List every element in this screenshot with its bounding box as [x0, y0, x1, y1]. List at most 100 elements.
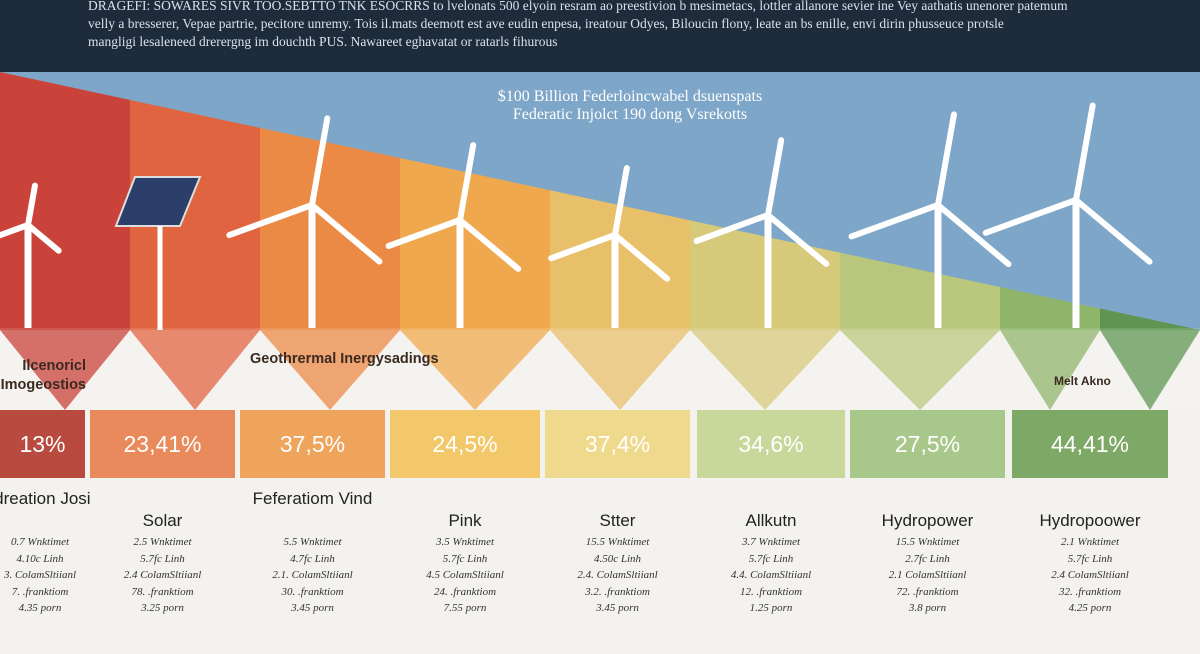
column-details: 5.5 Wnktimet 4.7fc Linh 2.1. ColamSltiianl…: [240, 534, 385, 617]
color-fan: [0, 72, 1200, 410]
detail-line: 5.7fc Linh: [140, 552, 185, 565]
turbine: [693, 137, 830, 328]
detail-line: 4.35 porn: [18, 602, 62, 614]
detail-line: 4.50c Linh: [593, 552, 642, 565]
band-label: Geothrermal Inergysadings: [250, 351, 439, 367]
detail-line: 5.5 Wnktimet: [283, 536, 342, 548]
turbine: [982, 102, 1153, 328]
detail-line: 78. .franktiom: [131, 585, 194, 598]
percent-box: 37,4%: [545, 410, 690, 478]
detail-line: 5.7fc Linh: [442, 552, 488, 565]
title: $100 Billion Federloincwabel dsuenspats: [497, 88, 763, 105]
detail-line: 30. .franktiom: [281, 585, 344, 598]
percent-box: 24,5%: [390, 410, 540, 478]
band-wedge: [0, 330, 130, 410]
title: Federatic Injolct 190 dong Vsrekotts: [512, 106, 748, 123]
column-details: 3.7 Wnktimet 5.7fc Linh 4.4. ColamSltiianl…: [697, 534, 845, 617]
header-bar: [0, 0, 1200, 72]
percent-box: 34,6%: [697, 410, 845, 478]
band-wedge: [130, 330, 260, 410]
detail-line: 15.5 Wnktimet: [895, 536, 960, 548]
percent-box: 23,41%: [90, 410, 235, 478]
detail-line: 3. ColamSltiianl: [3, 569, 77, 581]
detail-line: 4.4. ColamSltiianl: [730, 569, 812, 581]
band-wedge: [260, 330, 400, 410]
detail-line: 2.4. ColamSltiianl: [577, 569, 658, 581]
detail-line: 3.2. .franktiom: [585, 585, 650, 598]
percent-box: 37,5%: [240, 410, 385, 478]
column-details: 0.7 Wnktimet 4.10c Linh 3. ColamSltiianl 7.…: [0, 534, 100, 617]
column-name: Pink: [448, 511, 482, 530]
band-label: Ilcenoricl Imogeostios: [0, 358, 86, 393]
header-line: mangligi lesaleneed drerergng im douchth…: [88, 34, 558, 49]
turbine: [0, 182, 62, 328]
detail-line: 5.7fc Linh: [1067, 552, 1113, 565]
detail-line: 3.5 Wnktimet: [435, 536, 495, 548]
wind-turbines: [0, 102, 1153, 328]
band-wedge: [1100, 330, 1200, 410]
percent-box: 13%: [0, 410, 85, 478]
detail-line: 2.7fc Linh: [905, 552, 950, 565]
detail-line: 0.7 Wnktimet: [10, 536, 70, 548]
header-line: velly a bresserer, Vepae partrie, pecito…: [88, 16, 1004, 31]
detail-line: 32. .franktiom: [1058, 585, 1122, 598]
detail-line: 3.7 Wnktimet: [741, 536, 801, 548]
fan-strip: [550, 190, 690, 330]
detail-line: 7.55 porn: [443, 602, 487, 614]
turbine: [226, 115, 383, 328]
column-details: 15.5 Wnktimet 4.50c Linh 2.4. ColamSltiian…: [545, 534, 690, 617]
band-wedge: [1000, 330, 1100, 410]
fan-strip: [840, 252, 1000, 330]
detail-line: 4.10c Linh: [16, 552, 64, 565]
detail-line: 12. .franktiom: [739, 585, 803, 598]
column-name: Hydropower: [881, 511, 974, 530]
detail-line: 5.7fc Linh: [748, 552, 794, 565]
column-name: Allkutn: [745, 511, 797, 530]
detail-line: 4.5 ColamSltiianl: [426, 569, 504, 581]
fan-strip: [260, 127, 400, 331]
band-wedge: [840, 330, 1000, 410]
detail-line: 2.4 ColamSltiianl: [1051, 569, 1129, 581]
detail-line: 72. .franktiom: [896, 585, 959, 598]
band: [0, 328, 1200, 410]
detail-line: 15.5 Wnktimet: [585, 536, 650, 548]
column-name: Hydropoower: [1039, 511, 1141, 530]
detail-line: 2.1 Wnktimet: [1060, 536, 1120, 548]
band-label: Melt Akno: [1054, 374, 1111, 388]
column-details: 2.5 Wnktimet 5.7fc Linh 2.4 ColamSltiianl 7…: [90, 534, 235, 617]
turbine: [548, 165, 671, 328]
detail-line: 3.45 porn: [291, 602, 334, 614]
turbine: [385, 142, 522, 328]
detail-line: 3.45 porn: [596, 602, 639, 614]
detail-line: 2.1 ColamSltiianl: [888, 569, 967, 581]
band-wedge: [690, 330, 840, 410]
detail-line: 2.5 Wnktimet: [133, 536, 192, 548]
column-name: Stter: [599, 511, 636, 530]
column-details: 15.5 Wnktimet 2.7fc Linh 2.1 ColamSltiianl…: [850, 534, 1005, 617]
fan-strip: [400, 158, 550, 330]
detail-line: 24. .franktiom: [433, 585, 497, 598]
header-line: DRAGEFI: SOWARES SIVR TOO.SEBTTO TNK ESO…: [88, 0, 1068, 13]
fan-strip: [0, 72, 130, 330]
band-wedge: [400, 330, 550, 410]
detail-line: 3.25 porn: [141, 602, 184, 614]
detail-line: 1.25 porn: [749, 602, 793, 614]
detail-line: 4.25 porn: [1068, 602, 1112, 614]
detail-line: 7. .franktiom: [11, 585, 69, 598]
column-details: 3.5 Wnktimet 5.7fc Linh 4.5 ColamSltiianl 2…: [390, 534, 540, 617]
detail-line: 2.4 ColamSltiianl: [123, 569, 202, 581]
detail-line: 2.1. ColamSltiianl: [272, 569, 353, 581]
turbine: [848, 111, 1012, 328]
percent-box: 27,5%: [850, 410, 1005, 478]
percent-box: 44,41%: [1012, 410, 1168, 478]
detail-line: 3.8 porn: [908, 602, 947, 614]
solar-panel: [114, 176, 202, 330]
column-details: 2.1 Wnktimet 5.7fc Linh 2.4 ColamSltiianl 3…: [1012, 534, 1168, 617]
detail-line: 4.7fc Linh: [290, 552, 335, 565]
fan-strip: [1100, 308, 1200, 330]
column-name: Idreation Josi: [0, 489, 91, 508]
band-wedge: [550, 330, 690, 410]
column-name: Solar: [142, 511, 183, 530]
